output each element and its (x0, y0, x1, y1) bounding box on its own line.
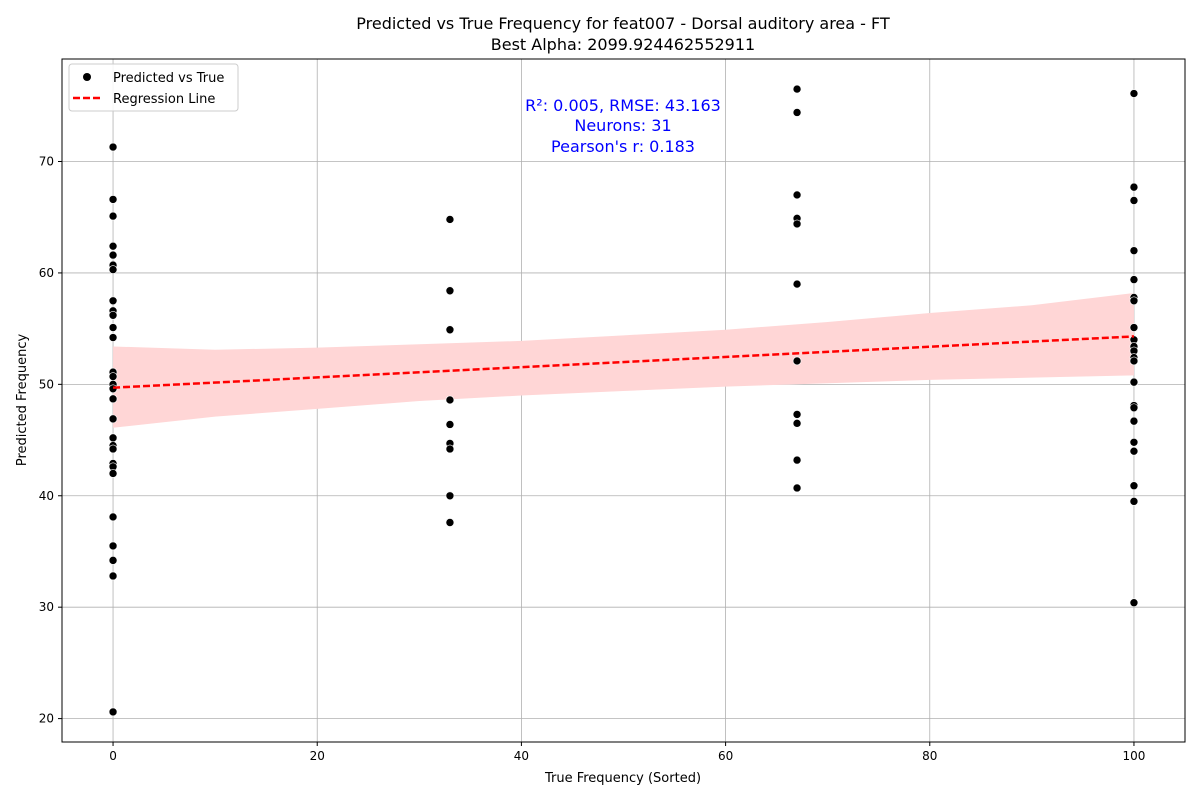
y-tick-label: 50 (39, 377, 54, 391)
x-tick-label: 60 (718, 749, 733, 763)
data-point (792, 219, 802, 229)
legend-box (68, 63, 239, 112)
y-axis-ticks: 20 30 40 50 60 70 (39, 155, 62, 726)
data-point (108, 310, 118, 320)
data-point (108, 333, 118, 342)
data-point (792, 419, 802, 428)
data-point (1129, 89, 1139, 98)
legend-marker-dot (83, 73, 91, 81)
data-point (1129, 296, 1139, 306)
data-point (108, 444, 118, 454)
data-point (108, 414, 118, 424)
data-point (445, 491, 455, 501)
plot-frame (61, 58, 1186, 743)
confidence-band-area (113, 292, 1134, 428)
data-point (792, 483, 802, 493)
data-point (1129, 196, 1139, 205)
chart-title: Predicted vs True Frequency for feat007 … (356, 14, 890, 33)
data-point (108, 296, 118, 306)
x-tick-label: 80 (922, 749, 937, 763)
regression-line-path (112, 335, 1135, 389)
x-tick-label: 20 (310, 749, 325, 763)
data-point (1129, 246, 1139, 255)
data-point (108, 323, 118, 332)
regression-line (112, 335, 1135, 389)
confidence-band (113, 292, 1134, 428)
y-tick-label: 70 (39, 155, 54, 169)
data-point (792, 279, 802, 289)
data-point (108, 142, 118, 152)
data-point (445, 420, 455, 429)
data-point (1129, 182, 1139, 192)
stats-annotation: R²: 0.005, RMSE: 43.163 Neurons: 31 Pear… (525, 96, 721, 156)
data-point (445, 286, 455, 296)
data-point (445, 215, 455, 224)
legend-label-predicted: Predicted vs True (113, 71, 224, 86)
data-point (1129, 323, 1139, 332)
data-point (108, 433, 118, 443)
data-point (792, 356, 802, 366)
data-point (1129, 275, 1139, 284)
chart-subtitle: Best Alpha: 2099.924462552911 (491, 35, 755, 54)
data-point (1129, 598, 1139, 608)
legend: Predicted vs True Regression Line (68, 63, 239, 112)
data-point (1129, 416, 1139, 426)
data-point (1129, 356, 1139, 366)
x-axis-ticks: 0 20 40 60 80 100 (109, 742, 1145, 763)
data-point (1129, 377, 1139, 387)
data-point (108, 195, 118, 204)
data-point (445, 444, 455, 454)
y-tick-label: 20 (39, 712, 54, 726)
data-point (1129, 497, 1139, 506)
data-point (792, 410, 802, 419)
data-point (792, 108, 802, 117)
y-tick-label: 30 (39, 600, 54, 614)
data-point (1129, 437, 1139, 447)
data-point (108, 241, 118, 251)
data-point (108, 512, 118, 522)
data-point (1129, 446, 1139, 456)
x-tick-label: 40 (514, 749, 529, 763)
data-point (108, 707, 118, 717)
annotation-r2-rmse: R²: 0.005, RMSE: 43.163 (525, 96, 721, 115)
data-point (445, 518, 455, 527)
x-tick-label: 100 (1123, 749, 1146, 763)
y-tick-label: 60 (39, 266, 54, 280)
data-point (108, 541, 118, 551)
data-point (108, 211, 118, 221)
data-point (792, 455, 802, 465)
y-axis-label: Predicted Frequency (15, 334, 30, 467)
data-point (108, 372, 118, 381)
data-point (1129, 481, 1139, 491)
x-tick-label: 0 (109, 749, 117, 763)
data-point (108, 469, 118, 478)
data-point (445, 395, 455, 405)
data-point (792, 84, 802, 94)
legend-label-regression: Regression Line (113, 92, 215, 107)
data-point (108, 556, 118, 565)
data-point (108, 384, 118, 394)
annotation-pearson: Pearson's r: 0.183 (551, 137, 695, 156)
x-axis-label: True Frequency (Sorted) (544, 771, 701, 786)
annotation-neurons: Neurons: 31 (574, 116, 671, 135)
data-point (1129, 403, 1139, 413)
y-tick-label: 40 (39, 489, 54, 503)
data-point (445, 325, 455, 335)
data-point (108, 571, 118, 581)
data-point (108, 394, 118, 404)
data-point (792, 190, 802, 200)
data-points (108, 84, 1139, 717)
data-point (108, 250, 118, 260)
data-point (108, 265, 118, 274)
